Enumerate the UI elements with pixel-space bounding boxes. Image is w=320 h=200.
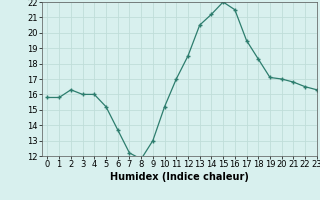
X-axis label: Humidex (Indice chaleur): Humidex (Indice chaleur) [110,172,249,182]
